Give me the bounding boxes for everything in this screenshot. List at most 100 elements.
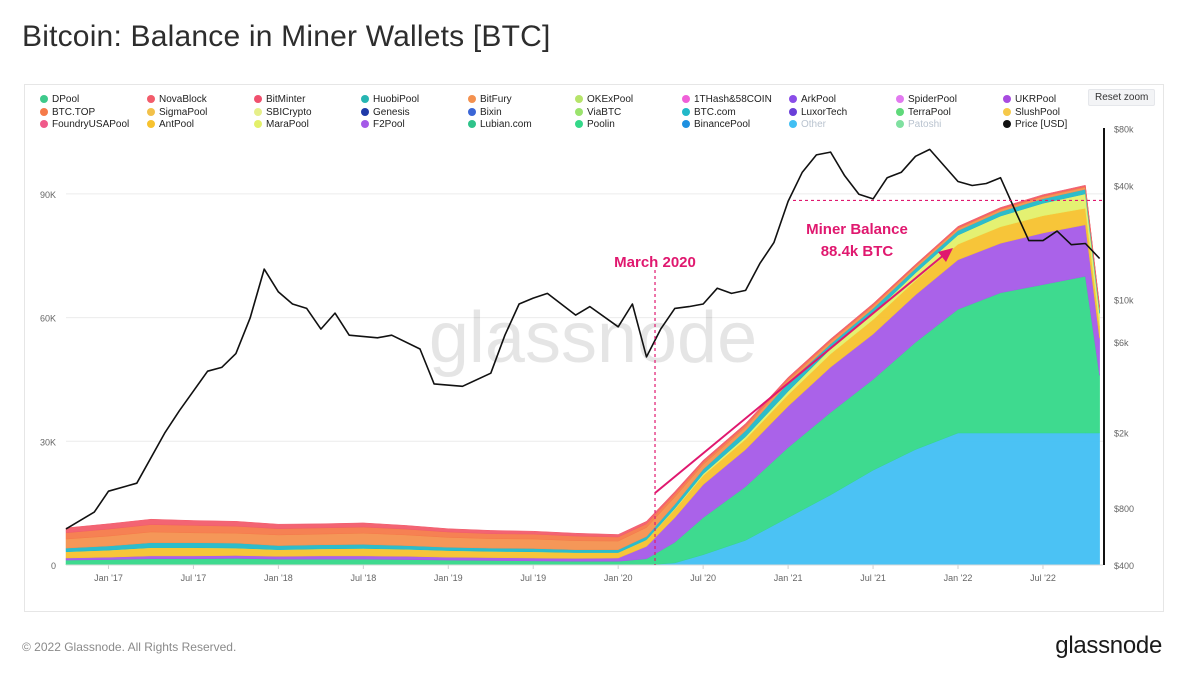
legend-label: ArkPool xyxy=(801,94,837,105)
legend-item[interactable]: BitFury xyxy=(468,94,512,106)
legend-item[interactable]: BinancePool xyxy=(682,119,750,131)
legend-item[interactable]: NovaBlock xyxy=(147,94,207,106)
legend-label: Lubian.com xyxy=(480,119,532,130)
legend-label: SigmaPool xyxy=(159,106,208,118)
trend-arrow-head xyxy=(938,248,953,262)
legend-item[interactable]: SigmaPool xyxy=(147,107,207,119)
x-tick-label: Jul '22 xyxy=(1030,573,1056,583)
x-tick-label: Jul '21 xyxy=(860,573,886,583)
legend-swatch xyxy=(789,120,797,128)
legend-item[interactable]: BitMinter xyxy=(254,94,305,106)
legend-item[interactable]: 1THash&58COIN xyxy=(682,94,772,106)
legend-swatch xyxy=(40,107,48,116)
axes: 0 30K 60K 90K $400 $800 $2k $6k $10k $40k $80k Jan … xyxy=(40,124,1134,583)
legend-swatch xyxy=(361,95,369,103)
legend-label: ViaBTC xyxy=(587,106,622,118)
legend-swatch xyxy=(1003,107,1011,116)
footer-logo[interactable]: glassnode xyxy=(1055,632,1162,659)
legend-label: Bixin xyxy=(480,106,502,118)
x-tick-label: Jan '17 xyxy=(94,573,123,583)
legend-item[interactable]: Patoshi xyxy=(896,119,941,131)
legend-swatch xyxy=(575,95,583,103)
y-right-tick-label: $800 xyxy=(1114,504,1134,514)
trend-arrow-line xyxy=(654,253,946,494)
y-right-tick-label: $6k xyxy=(1114,338,1129,348)
legend-label: HuobiPool xyxy=(373,94,420,105)
legend-swatch xyxy=(682,107,690,116)
annotation-miner-balance-value: 88.4k BTC xyxy=(821,243,894,260)
legend-item[interactable]: SBICrypto xyxy=(254,107,312,119)
legend-item[interactable]: TerraPool xyxy=(896,107,951,119)
legend-swatch xyxy=(40,120,48,128)
legend-swatch xyxy=(896,95,904,103)
legend-label: DPool xyxy=(52,94,80,105)
y-left-tick-label: 90K xyxy=(40,190,56,200)
legend-swatch xyxy=(254,95,262,103)
y-left-tick-label: 30K xyxy=(40,437,56,447)
legend-label: BTC.com xyxy=(694,106,736,118)
legend-item[interactable]: MaraPool xyxy=(254,119,309,131)
page-title: Bitcoin: Balance in Miner Wallets [BTC] xyxy=(22,20,551,53)
legend-label: OKExPool xyxy=(587,94,634,105)
legend-item[interactable]: Bixin xyxy=(468,107,502,119)
legend-item[interactable]: Poolin xyxy=(575,119,615,131)
legend-label: Patoshi xyxy=(908,119,942,130)
legend-label: SpiderPool xyxy=(908,94,957,105)
legend-item[interactable]: LuxorTech xyxy=(789,107,847,119)
legend-swatch xyxy=(682,95,690,103)
reset-zoom-button[interactable]: Reset zoom xyxy=(1088,89,1156,106)
legend-label: F2Pool xyxy=(373,119,405,130)
x-tick-label: Jan '20 xyxy=(604,573,633,583)
legend-item[interactable]: FoundryUSAPool xyxy=(40,119,129,131)
area-novablock xyxy=(65,184,1100,538)
legend-swatch xyxy=(147,120,155,128)
legend-label: BitFury xyxy=(480,94,512,105)
legend-swatch xyxy=(789,107,797,116)
x-tick-label: Jul '17 xyxy=(181,573,207,583)
stacked-areas xyxy=(65,184,1100,566)
legend-label: BitMinter xyxy=(266,94,306,105)
legend-swatch xyxy=(147,95,155,103)
x-tick-label: Jul '20 xyxy=(690,573,716,583)
legend-item[interactable]: Price [USD] xyxy=(1003,119,1067,131)
legend-item[interactable]: AntPool xyxy=(147,119,194,131)
legend-item[interactable]: OKExPool xyxy=(575,94,633,106)
legend-item[interactable]: Genesis xyxy=(361,107,410,119)
legend-swatch xyxy=(1003,95,1011,103)
legend-swatch xyxy=(40,95,48,103)
legend-label: Other xyxy=(801,119,827,130)
legend-label: Price [USD] xyxy=(1015,119,1068,130)
legend-item[interactable]: BTC.com xyxy=(682,107,736,119)
legend-label: BTC.TOP xyxy=(52,106,96,118)
legend-item[interactable]: BTC.TOP xyxy=(40,107,95,119)
legend-item[interactable]: SlushPool xyxy=(1003,107,1060,119)
legend-item[interactable]: SpiderPool xyxy=(896,94,957,106)
y-right-tick-label: $10k xyxy=(1114,296,1134,306)
legend-swatch xyxy=(254,107,262,116)
legend-label: MaraPool xyxy=(266,119,309,130)
legend-swatch xyxy=(682,120,690,128)
legend-label: NovaBlock xyxy=(159,94,207,105)
legend-item[interactable]: UKRPool xyxy=(1003,94,1056,106)
legend-item[interactable]: HuobiPool xyxy=(361,94,419,106)
legend-label: BinancePool xyxy=(694,119,751,130)
legend-label: AntPool xyxy=(159,119,195,130)
legend-swatch xyxy=(896,107,904,116)
price-usd-line xyxy=(65,148,1101,530)
legend-item[interactable]: DPool xyxy=(40,94,79,106)
legend-item[interactable]: F2Pool xyxy=(361,119,405,131)
legend-label: UKRPool xyxy=(1015,94,1057,105)
x-tick-label: Jul '18 xyxy=(350,573,376,583)
legend-item[interactable]: Lubian.com xyxy=(468,119,532,131)
legend-item[interactable]: Other xyxy=(789,119,826,131)
legend-swatch xyxy=(575,107,583,116)
footer-copyright: © 2022 Glassnode. All Rights Reserved. xyxy=(22,640,237,654)
y-left-tick-label: 60K xyxy=(40,314,56,324)
legend-swatch xyxy=(468,95,476,103)
x-tick-label: Jan '22 xyxy=(944,573,973,583)
legend-swatch xyxy=(468,107,476,116)
legend-item[interactable]: ViaBTC xyxy=(575,107,621,119)
legend-item[interactable]: ArkPool xyxy=(789,94,836,106)
legend-label: SBICrypto xyxy=(266,106,312,118)
price-line xyxy=(65,148,1101,530)
